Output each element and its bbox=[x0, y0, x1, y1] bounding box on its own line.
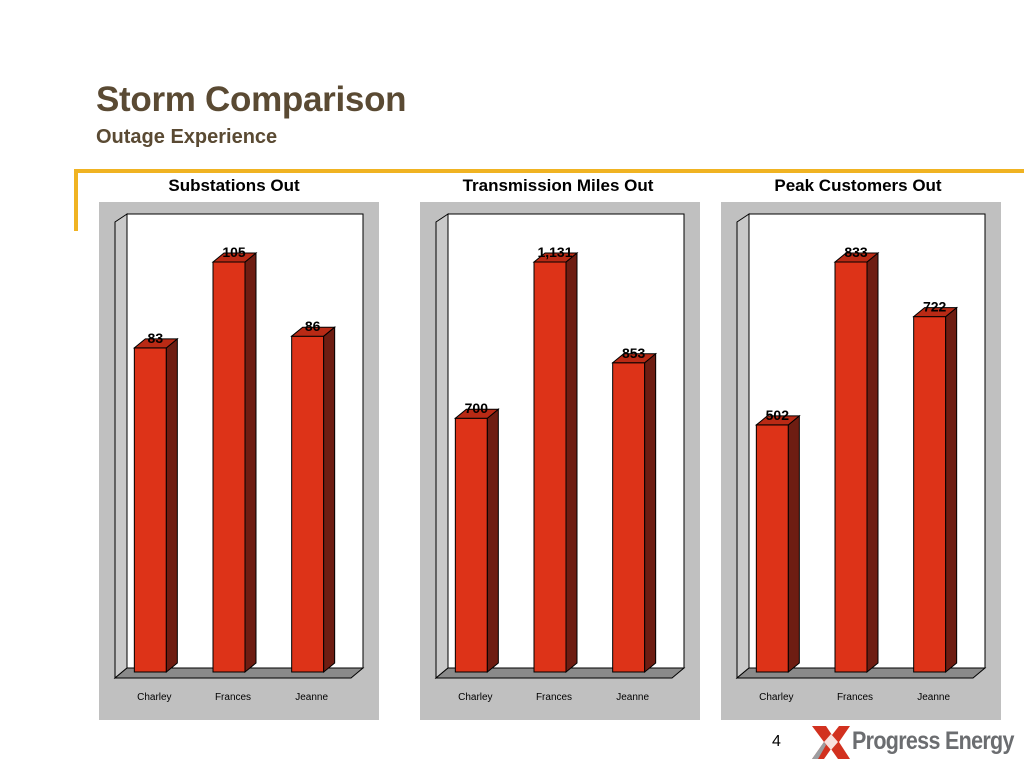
bar-side bbox=[165, 337, 178, 674]
data-label: 83 bbox=[148, 330, 164, 346]
x-tick-label: Frances bbox=[536, 692, 572, 703]
data-label: 700 bbox=[465, 400, 489, 416]
x-tick-label: Jeanne bbox=[616, 692, 649, 703]
data-label: 1,131 bbox=[537, 244, 572, 260]
chart-substations-out: 83 Charley 105 Frances 86 Jeanne bbox=[99, 202, 379, 720]
chart-title-substations: Substations Out bbox=[168, 176, 300, 195]
data-label: 722 bbox=[923, 299, 947, 315]
accent-rule-vertical bbox=[74, 169, 78, 231]
bar-front bbox=[133, 347, 167, 673]
x-tick-label: Frances bbox=[837, 692, 873, 703]
bar-front bbox=[755, 424, 789, 673]
bar-jeanne bbox=[611, 352, 658, 674]
chart-substations-svg: 83 Charley 105 Frances 86 Jeanne bbox=[113, 213, 365, 703]
bar-jeanne bbox=[912, 306, 959, 674]
data-label: 833 bbox=[844, 244, 868, 260]
slide-subtitle: Outage Experience bbox=[96, 126, 278, 148]
x-tick-label: Charley bbox=[759, 692, 793, 703]
chart-peak-customers-out: 502 Charley 833 Frances 722 Jeanne bbox=[721, 202, 1001, 720]
chart-peak-customers-svg: 502 Charley 833 Frances 722 Jeanne bbox=[735, 213, 987, 703]
bar-top bbox=[611, 353, 658, 364]
bar-side bbox=[565, 251, 578, 674]
x-tick-label: Charley bbox=[137, 692, 171, 703]
bar-charley bbox=[453, 408, 500, 674]
bar-frances bbox=[211, 251, 258, 674]
bar-side bbox=[644, 352, 657, 674]
bar-front bbox=[212, 261, 246, 673]
bar-top bbox=[833, 252, 880, 263]
bar-jeanne bbox=[290, 326, 337, 674]
data-label: 86 bbox=[305, 318, 321, 334]
chart-transmission-miles-out: 700 Charley 1,131 Frances 853 Jeanne bbox=[420, 202, 700, 720]
bar-front bbox=[834, 261, 868, 673]
bar-top bbox=[912, 307, 959, 318]
bar-side bbox=[486, 408, 499, 674]
bar-top bbox=[453, 408, 500, 419]
bar-top bbox=[532, 252, 579, 263]
data-label: 105 bbox=[222, 244, 246, 260]
bar-side bbox=[244, 251, 257, 674]
x-tick-label: Frances bbox=[215, 692, 251, 703]
bar-front bbox=[454, 417, 488, 673]
bar-frances bbox=[833, 251, 880, 674]
progress-energy-logo bbox=[812, 726, 850, 759]
chart-side-wall bbox=[736, 213, 750, 680]
bar-front bbox=[913, 316, 947, 673]
bar-charley bbox=[132, 337, 179, 674]
page-number: 4 bbox=[772, 733, 781, 750]
x-tick-label: Charley bbox=[458, 692, 492, 703]
chart-transmission-svg: 700 Charley 1,131 Frances 853 Jeanne bbox=[434, 213, 686, 703]
bar-side bbox=[945, 306, 958, 674]
x-tick-label: Jeanne bbox=[917, 692, 950, 703]
bar-side bbox=[866, 251, 879, 674]
bar-front bbox=[612, 362, 646, 673]
accent-rule-horizontal bbox=[74, 169, 1024, 173]
chart-title-peak-customers: Peak Customers Out bbox=[774, 176, 942, 195]
bar-charley bbox=[754, 414, 801, 674]
chart-side-wall bbox=[435, 213, 449, 680]
x-tick-label: Jeanne bbox=[295, 692, 328, 703]
bar-side bbox=[787, 414, 800, 674]
bar-top bbox=[211, 252, 258, 263]
bar-frances bbox=[532, 251, 579, 674]
bar-side bbox=[323, 326, 336, 674]
chart-title-transmission: Transmission Miles Out bbox=[462, 176, 654, 195]
bar-front bbox=[291, 335, 325, 673]
bar-top bbox=[132, 338, 179, 349]
bar-front bbox=[533, 261, 567, 673]
bar-top bbox=[290, 326, 337, 337]
slide-title: Storm Comparison bbox=[96, 80, 407, 119]
logo-mark-icon bbox=[812, 726, 850, 759]
data-label: 502 bbox=[766, 407, 790, 423]
logo-text: Progress Energy bbox=[852, 727, 1014, 755]
data-label: 853 bbox=[622, 345, 646, 361]
chart-side-wall bbox=[114, 213, 128, 680]
bar-top bbox=[754, 415, 801, 426]
